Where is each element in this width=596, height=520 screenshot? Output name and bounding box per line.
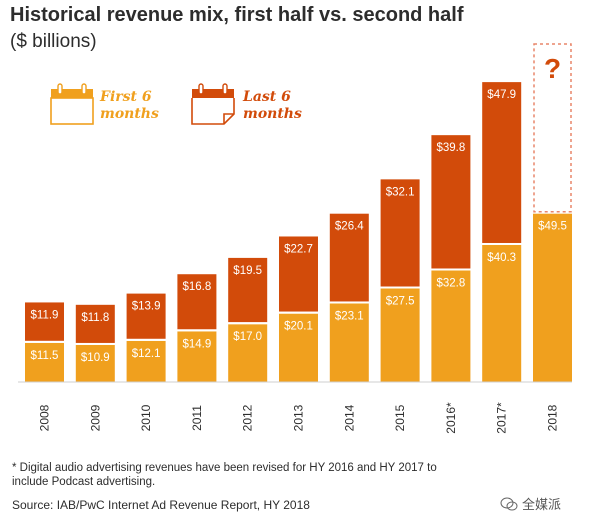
bar-second-half (177, 274, 217, 330)
data-label-second-half: $11.9 (31, 309, 59, 321)
data-label-first-half: $20.1 (284, 321, 313, 333)
data-label-second-half: $26.4 (335, 221, 364, 233)
data-label-first-half: $12.1 (132, 348, 161, 360)
unknown-value-marker: ? (544, 53, 561, 84)
bar-first-half (228, 324, 268, 382)
footnote: * Digital audio advertising revenues hav… (12, 462, 437, 488)
bar-second-half (380, 179, 420, 287)
data-label-second-half: $32.1 (386, 186, 415, 198)
bar-second-half-unknown-outline (533, 43, 572, 213)
data-label-first-half: $10.9 (81, 352, 110, 364)
legend-second-half-label-line1: Last 6 (242, 89, 291, 105)
bar-first-half (380, 288, 420, 382)
legend-first-half-label-line1: First 6 (99, 89, 152, 105)
x-tick-label: 2009 (88, 404, 102, 431)
bar-first-half (431, 270, 471, 382)
x-tick-label: 2012 (241, 404, 255, 431)
x-tick-label: 2013 (292, 404, 306, 431)
watermark: 全媒派 (500, 494, 561, 513)
data-label-second-half: $19.5 (233, 265, 262, 277)
bars-layer: $11.5 $11.9 $10.9 $11.8 $12.1 $13.9 $14.9 $16.8… (25, 43, 572, 382)
x-tick-label: 2016* (444, 402, 458, 434)
chart-subtitle: ($ billions) (10, 31, 97, 52)
data-label-first-half: $40.3 (487, 252, 516, 264)
data-label-second-half: $47.9 (487, 89, 516, 101)
x-axis-ticks: 2008 2009 2010 2011 2012 2013 2014 2015 2016* 201… (38, 402, 560, 434)
wechat-icon (500, 497, 518, 510)
legend-first-half-label-line2: months (100, 106, 159, 122)
data-label-first-half: $11.5 (31, 350, 59, 362)
bar-second-half (431, 135, 471, 269)
legend-second-half-label-line2: months (243, 106, 302, 122)
bar-second-half (25, 302, 64, 341)
bar-first-half (25, 342, 64, 382)
data-label-first-half: $32.8 (437, 277, 466, 289)
x-tick-label: 2010 (139, 404, 153, 431)
stacked-bar-chart: First 6 months Last 6 months $11.5$11.9$… (18, 43, 572, 434)
bar-second-half (482, 82, 522, 243)
x-tick-label: 2014 (342, 404, 356, 431)
source-note: Source: IAB/PwC Internet Ad Revenue Repo… (12, 498, 310, 512)
data-label-second-half: $22.7 (284, 243, 313, 255)
bar-second-half (126, 293, 166, 339)
chart-title: Historical revenue mix, first half vs. s… (10, 4, 464, 26)
data-label-first-half: $14.9 (183, 338, 212, 350)
legend: First 6 months Last 6 months (50, 83, 302, 125)
data-label-first-half: $27.5 (386, 296, 415, 308)
legend-second-half-calendar-icon (191, 83, 235, 125)
data-label-first-half: $23.1 (335, 310, 364, 322)
bar-first-half (177, 331, 217, 382)
data-label-first-half: $49.5 (538, 221, 567, 233)
x-tick-label: 2008 (38, 404, 52, 431)
bar-second-half (279, 236, 318, 312)
bar-first-half (329, 303, 369, 382)
data-label-second-half: $39.8 (437, 142, 466, 154)
bar-second-half (329, 213, 369, 302)
data-label-second-half: $16.8 (183, 281, 212, 293)
bar-first-half (126, 340, 166, 382)
bar-first-half (533, 213, 572, 382)
x-tick-label: 2017* (495, 402, 509, 434)
data-label-second-half: $13.9 (132, 301, 161, 313)
bar-second-half (228, 257, 268, 323)
bar-first-half (279, 313, 318, 382)
bar-first-half (482, 244, 522, 382)
data-label-first-half: $17.0 (233, 331, 262, 343)
x-tick-label: 2011 (190, 405, 204, 431)
bar-second-half (75, 304, 115, 343)
x-tick-label: 2015 (393, 404, 407, 431)
x-tick-label: 2018 (546, 404, 560, 431)
legend-first-half-calendar-icon (50, 83, 94, 125)
data-label-second-half: $11.8 (81, 312, 109, 324)
bar-first-half (75, 344, 115, 382)
watermark-text: 全媒派 (522, 497, 562, 512)
